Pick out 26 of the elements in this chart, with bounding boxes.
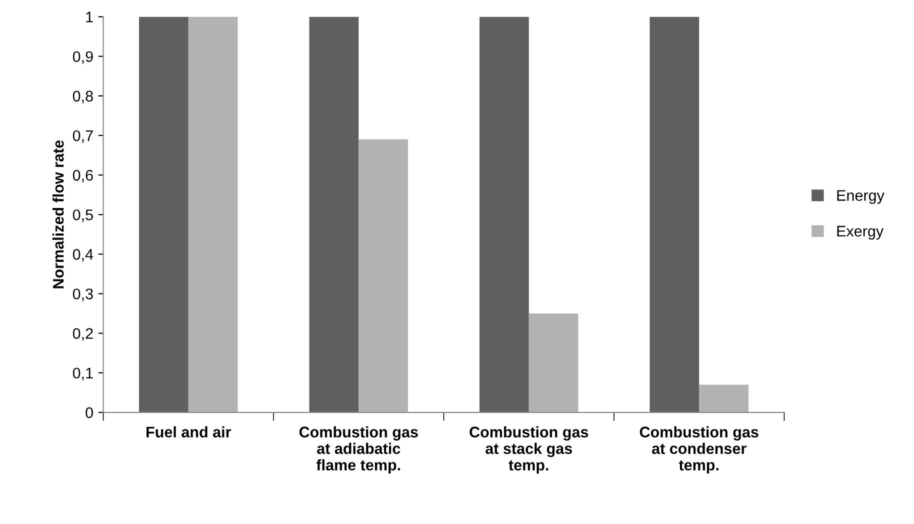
x-tick-label: Combustion gas at condenser temp. <box>640 426 758 474</box>
bar <box>309 16 359 412</box>
y-tick-label: 0 <box>86 407 93 418</box>
y-tick-label: 0,8 <box>72 90 93 104</box>
bar <box>528 313 578 412</box>
x-tick-label: Combustion gas at adiabatic flame temp. <box>299 426 418 474</box>
y-tick-label: 0,4 <box>72 249 94 262</box>
y-tick-label: 0,3 <box>72 288 93 302</box>
bar <box>479 16 529 412</box>
y-tick-label: 1 <box>86 12 93 22</box>
bar <box>650 16 700 412</box>
x-tick-label: Fuel and air <box>146 426 232 438</box>
bar <box>188 16 238 412</box>
bar <box>358 139 408 412</box>
legend-label: Exergy <box>837 226 884 240</box>
y-tick-label: 0,9 <box>72 51 93 64</box>
y-tick-label: 0,2 <box>72 328 93 341</box>
y-axis-title: Normalized flow rate <box>52 140 64 288</box>
y-tick-label: 0,7 <box>72 130 93 143</box>
bar <box>699 384 748 412</box>
legend-label: Energy <box>837 190 884 204</box>
bar <box>139 16 188 412</box>
y-tick-label: 0,5 <box>72 209 93 222</box>
x-tick-label: Combustion gas at stack gas temp. <box>470 426 588 474</box>
y-tick-label: 0,6 <box>72 170 93 183</box>
y-tick-label: 0,1 <box>72 368 93 380</box>
